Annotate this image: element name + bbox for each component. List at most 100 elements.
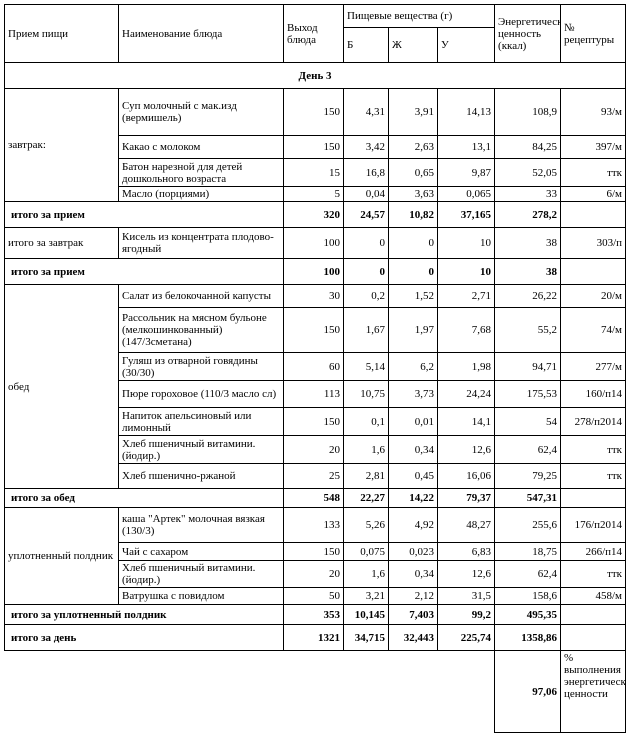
value-cell: 0,1 <box>343 407 389 436</box>
value-cell: 0,01 <box>388 407 438 436</box>
value-cell: 9,87 <box>436 158 496 187</box>
footer-label: % выполнения энергетической ценности <box>560 650 627 733</box>
value-cell: 20 <box>283 560 344 588</box>
value-cell: 54 <box>494 407 562 436</box>
table-row: Гуляш из отварной говядины (30/30) 60 5,14… <box>5 352 627 381</box>
value-cell: 150 <box>283 542 344 561</box>
recipe-cell: 303/п <box>560 227 627 259</box>
total-value: 0 <box>343 258 389 285</box>
value-cell: 60 <box>283 352 344 381</box>
value-cell: 1,6 <box>343 560 389 588</box>
header-cell: Ж <box>388 27 438 63</box>
value-cell: 18,75 <box>494 542 562 561</box>
value-cell: 2,63 <box>388 135 438 159</box>
day-cell: День 3 <box>3 62 627 89</box>
recipe-cell <box>560 604 627 625</box>
value-cell: 1,67 <box>343 307 389 353</box>
value-cell: 12,6 <box>436 435 496 464</box>
meal-cell: завтрак: <box>4 88 119 202</box>
value-cell: 5 <box>283 186 344 202</box>
total-value: 32,443 <box>388 624 438 651</box>
value-cell: 0,2 <box>343 284 389 308</box>
value-cell: 20 <box>283 435 344 464</box>
footer-value: 97,06 <box>494 650 562 733</box>
total-label: итого за прием <box>4 258 284 285</box>
recipe-cell: ттк <box>560 435 627 464</box>
table-row: итого за обед 548 22,27 14,22 79,37 547,31 <box>4 488 627 508</box>
total-label: итого за уплотненный полдник <box>4 604 284 625</box>
recipe-cell: 266/п14 <box>560 542 627 561</box>
value-cell: 16,06 <box>436 463 496 489</box>
value-cell: 3,21 <box>343 587 389 605</box>
header-cell: Выход блюда <box>283 4 344 63</box>
header-cell: Наименование блюда <box>118 4 284 63</box>
dish-cell: Пюре гороховое (110/3 масло сл) <box>118 380 284 408</box>
dish-cell: Напиток апельсиновый или лимонный <box>118 407 284 436</box>
value-cell: 13,1 <box>436 135 496 159</box>
value-cell: 0 <box>343 227 389 259</box>
header-cell: Энергетическая ценность (ккал) <box>494 4 562 63</box>
recipe-cell: 20/м <box>560 284 627 308</box>
value-cell: 55,2 <box>494 307 562 353</box>
recipe-cell: 397/м <box>560 135 627 159</box>
total-value: 100 <box>283 258 344 285</box>
value-cell: 150 <box>283 135 344 159</box>
value-cell: 25 <box>283 463 344 489</box>
dish-cell: Ватрушка с повидлом <box>118 587 284 605</box>
total-value: 24,57 <box>343 201 389 228</box>
value-cell: 7,68 <box>436 307 496 353</box>
recipe-cell: 6/м <box>560 186 627 202</box>
value-cell: 16,8 <box>343 158 389 187</box>
menu-table: Прием пищи Наименование блюда Выход блюда П… <box>3 4 627 733</box>
dish-cell: Какао с молоком <box>118 135 284 159</box>
total-value: 495,35 <box>494 604 562 625</box>
value-cell: 0,065 <box>436 186 496 202</box>
total-label: итого за день <box>4 624 284 651</box>
recipe-cell: ттк <box>560 158 627 187</box>
header-cell: Б <box>343 27 389 63</box>
value-cell: 10,75 <box>343 380 389 408</box>
header-cell: Пищевые вещества (г) <box>342 4 496 28</box>
table-row: завтрак: Суп молочный с мак.изд (вермишел… <box>4 88 627 202</box>
value-cell: 24,24 <box>436 380 496 408</box>
value-cell: 150 <box>283 307 344 353</box>
table-row: итого за прием 320 24,57 10,82 37,165 278,2 <box>4 201 627 228</box>
total-value: 320 <box>283 201 344 228</box>
value-cell: 15 <box>283 158 344 187</box>
value-cell: 0,65 <box>388 158 438 187</box>
value-cell: 79,25 <box>494 463 562 489</box>
total-value: 547,31 <box>494 488 562 508</box>
header-cell: № рецептуры <box>560 4 627 63</box>
empty-cell <box>5 651 495 733</box>
value-cell: 3,63 <box>388 186 438 202</box>
value-cell: 31,5 <box>436 587 496 605</box>
value-cell: 0,34 <box>388 560 438 588</box>
value-cell: 108,9 <box>494 88 562 136</box>
value-cell: 6,83 <box>436 542 496 561</box>
dish-cell: Суп молочный с мак.изд (вермишель) <box>118 88 284 136</box>
value-cell: 1,6 <box>343 435 389 464</box>
total-value: 22,27 <box>343 488 389 508</box>
value-cell: 48,27 <box>436 507 496 543</box>
total-label: итого за прием <box>4 201 284 228</box>
recipe-cell: 160/п14 <box>560 380 627 408</box>
value-cell: 33 <box>494 186 562 202</box>
value-cell: 158,6 <box>494 587 562 605</box>
value-cell: 5,26 <box>343 507 389 543</box>
table-row: 97,06% выполнения энергетической ценност… <box>5 650 627 733</box>
value-cell: 0,023 <box>388 542 438 561</box>
recipe-cell: 74/м <box>560 307 627 353</box>
value-cell: 4,31 <box>343 88 389 136</box>
value-cell: 50 <box>283 587 344 605</box>
value-cell: 38 <box>494 227 562 259</box>
table-row: итого за завтрак Кисель из концентрата пл… <box>4 227 627 259</box>
value-cell: 2,71 <box>436 284 496 308</box>
value-cell: 1,98 <box>436 352 496 381</box>
value-cell: 4,92 <box>388 507 438 543</box>
value-cell: 1,52 <box>388 284 438 308</box>
table-row: Ватрушка с повидлом 50 3,21 2,12 31,5 158,6 45… <box>5 587 627 605</box>
value-cell: 1,97 <box>388 307 438 353</box>
dish-cell: Гуляш из отварной говядины (30/30) <box>118 352 284 381</box>
value-cell: 14,1 <box>436 407 496 436</box>
